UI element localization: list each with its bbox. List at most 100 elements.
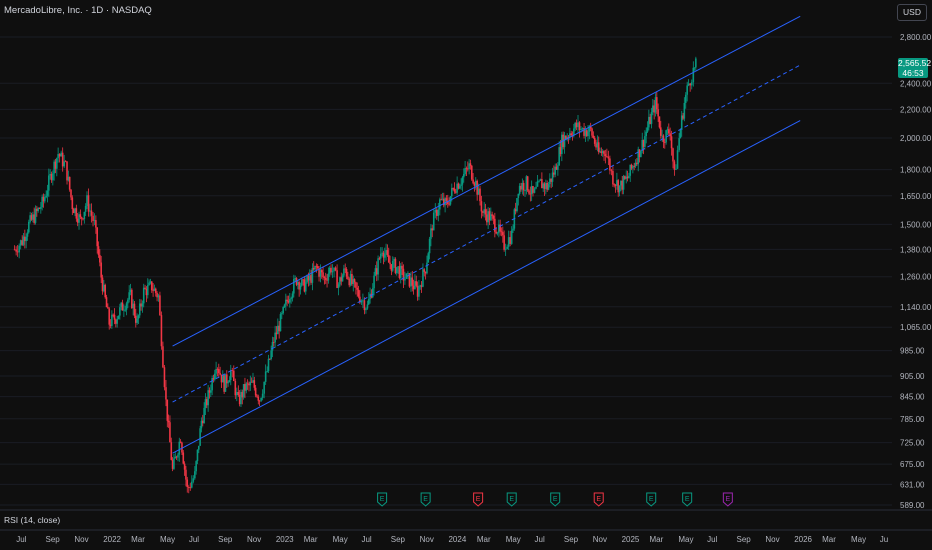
candle-body: [149, 281, 152, 283]
candle-body: [453, 188, 456, 192]
candle-body: [291, 293, 294, 299]
candle-body: [124, 309, 126, 311]
candle-body: [543, 183, 546, 189]
candle-body: [174, 456, 177, 459]
candle-body: [663, 142, 666, 143]
candle-body: [466, 168, 469, 170]
time-tick-label: 2022: [103, 535, 121, 544]
candle-body: [18, 245, 20, 253]
candle-body: [541, 179, 543, 189]
candle-body: [134, 315, 137, 323]
candle-body: [366, 304, 369, 309]
candle-body: [612, 171, 614, 185]
earnings-marker-label: E: [726, 496, 731, 503]
symbol-title[interactable]: MercadoLibre, Inc. · 1D · NASDAQ: [4, 5, 152, 16]
candle-body: [336, 270, 338, 288]
candle-body: [178, 441, 181, 455]
candle-body: [320, 270, 323, 273]
candle-body: [629, 164, 632, 176]
candle-body: [561, 134, 563, 155]
candle-body: [277, 325, 279, 335]
candle-body: [506, 246, 508, 249]
time-tick-label: Sep: [218, 535, 233, 544]
candle-body: [115, 319, 117, 324]
candle-body: [394, 258, 397, 274]
candle-body: [83, 211, 86, 220]
time-tick-label: Mar: [477, 535, 491, 544]
earnings-marker-badge: [646, 492, 657, 507]
candle-body: [545, 183, 547, 189]
candle-body: [244, 384, 246, 391]
candle-body: [120, 302, 122, 308]
candle-body: [479, 188, 481, 202]
candle-body: [136, 318, 138, 323]
candle-body: [484, 209, 487, 215]
candle-body: [494, 218, 496, 232]
earnings-marker-label: E: [553, 496, 558, 503]
price-tick-label: 1,140.00: [900, 303, 932, 312]
candle-body: [492, 215, 495, 219]
candle-body: [412, 285, 415, 290]
candle-body: [529, 193, 532, 195]
candle-body: [472, 179, 474, 184]
candle-body: [24, 236, 26, 242]
rsi-indicator-label[interactable]: RSI (14, close): [4, 515, 61, 525]
candle-body: [367, 299, 370, 305]
candle-body: [584, 130, 587, 136]
candle-body: [672, 148, 674, 162]
candle-body: [258, 400, 261, 402]
candle-body: [21, 240, 23, 245]
candle-body: [357, 289, 360, 297]
candle-body: [186, 479, 189, 488]
candle-body: [189, 487, 192, 489]
channel-upper-line: [172, 15, 801, 347]
candle-body: [524, 190, 526, 191]
candle-body: [343, 268, 345, 276]
candle-body: [33, 214, 35, 223]
candle-body: [517, 193, 520, 199]
candle-body: [533, 188, 536, 193]
candle-body: [604, 154, 607, 157]
candle-body: [503, 235, 505, 250]
candle-body: [365, 308, 367, 311]
candle-body: [257, 396, 260, 401]
candle-body: [450, 187, 453, 197]
candle-body: [387, 255, 390, 263]
candle-body: [512, 228, 514, 231]
candle-body: [13, 249, 16, 251]
candle-body: [224, 374, 227, 392]
candle-body: [212, 378, 215, 380]
candle-body: [223, 375, 225, 392]
currency-button[interactable]: USD: [897, 4, 927, 21]
candle-body: [79, 214, 82, 218]
candle-body: [271, 342, 274, 351]
candle-body: [133, 303, 136, 316]
candle-body: [211, 378, 213, 391]
price-tick-label: 1,260.00: [900, 273, 932, 282]
candle-body: [437, 209, 440, 216]
candle-body: [474, 180, 477, 186]
candle-body: [581, 128, 584, 129]
candle-body: [15, 249, 17, 252]
price-tick-label: 631.00: [900, 480, 925, 489]
candle-body: [362, 300, 364, 302]
candle-body: [473, 183, 476, 186]
candle-body: [500, 231, 503, 233]
candle-body: [432, 212, 435, 231]
candle-body: [150, 281, 153, 291]
candle-body: [148, 282, 150, 286]
candle-body: [170, 442, 173, 460]
candle-body: [550, 178, 552, 182]
candle-body: [516, 198, 518, 212]
candle-body: [525, 176, 528, 191]
candle-body: [274, 332, 276, 343]
candle-body: [378, 258, 381, 260]
candle-body: [326, 279, 328, 281]
candle-body: [573, 128, 575, 136]
candle-body: [167, 420, 170, 423]
candle-body: [359, 296, 361, 303]
candle-body: [373, 275, 375, 289]
candle-body: [654, 97, 657, 113]
time-tick-label: Mar: [131, 535, 145, 544]
